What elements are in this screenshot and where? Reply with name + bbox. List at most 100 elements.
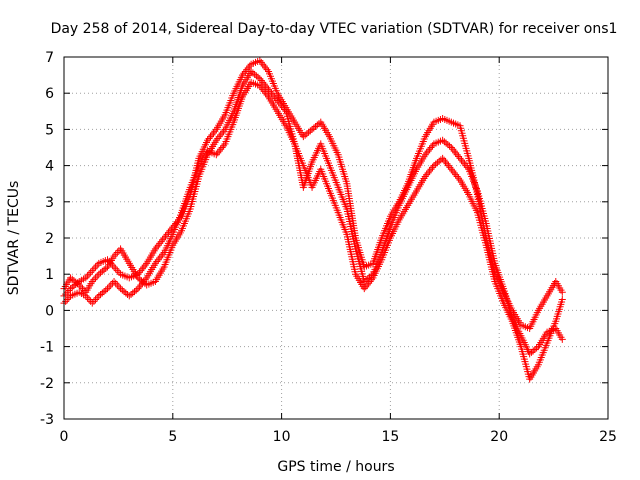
- data-point-fill: [159, 236, 167, 244]
- data-point-fill: [118, 286, 126, 294]
- y-tick-label: 1: [45, 267, 54, 283]
- data-point: [526, 350, 534, 358]
- data-point-fill: [440, 156, 448, 164]
- data-point-fill: [90, 265, 98, 273]
- data-point-fill: [449, 145, 457, 153]
- series-3: [60, 78, 566, 383]
- data-point-fill: [368, 276, 376, 284]
- data-point-fill: [83, 294, 91, 302]
- data-point-fill: [63, 296, 71, 304]
- data-point-fill: [365, 279, 373, 287]
- y-axis-label: SDTVAR / TECUs: [6, 181, 22, 296]
- data-point-fill: [446, 163, 454, 171]
- data-point-fill: [259, 60, 267, 68]
- data-point-fill: [450, 147, 458, 155]
- data-point: [82, 292, 90, 300]
- data-point-fill: [446, 142, 454, 150]
- data-point-fill: [205, 134, 213, 142]
- data-point-fill: [92, 263, 100, 271]
- data-point: [421, 172, 429, 180]
- data-point: [212, 151, 220, 159]
- data-point-fill: [93, 294, 101, 302]
- data-point-fill: [122, 289, 130, 297]
- y-tick-label: 7: [45, 50, 54, 66]
- data-point-fill: [157, 238, 165, 246]
- data-point: [238, 71, 246, 79]
- data-point-fill: [207, 133, 215, 141]
- data-point-fill: [214, 149, 222, 157]
- data-point-fill: [533, 344, 541, 352]
- data-point-fill: [97, 290, 105, 298]
- data-point-fill: [102, 264, 110, 272]
- data-point: [88, 299, 96, 307]
- data-point-fill: [453, 172, 461, 180]
- data-point: [256, 82, 264, 90]
- data-point-fill: [260, 62, 268, 70]
- data-point: [110, 263, 118, 271]
- data-point-fill: [105, 283, 113, 291]
- data-point: [117, 285, 125, 293]
- data-point-fill: [278, 102, 286, 110]
- data-point-fill: [159, 250, 167, 258]
- data-point: [110, 277, 118, 285]
- data-point-fill: [246, 62, 254, 70]
- data-point-fill: [113, 267, 121, 275]
- data-point-fill: [214, 134, 222, 142]
- data-point-fill: [87, 268, 95, 276]
- data-point-fill: [443, 160, 451, 168]
- data-point-fill: [432, 160, 440, 168]
- data-point-fill: [137, 281, 145, 289]
- data-point-fill: [251, 70, 259, 78]
- data-point-fill: [263, 66, 271, 74]
- data-point-fill: [428, 163, 436, 171]
- data-point-fill: [263, 91, 271, 99]
- data-point: [256, 75, 264, 83]
- data-point-fill: [100, 288, 108, 296]
- data-point: [256, 57, 264, 65]
- data-point-fill: [83, 272, 91, 280]
- data-point-fill: [157, 252, 165, 260]
- data-point: [151, 245, 159, 253]
- data-point-fill: [362, 283, 370, 291]
- data-point-fill: [455, 153, 463, 161]
- data-point-fill: [113, 281, 121, 289]
- data-point-fill: [423, 171, 431, 179]
- data-point: [151, 259, 159, 267]
- data-point: [95, 292, 103, 300]
- data-point-fill: [85, 296, 93, 304]
- data-point: [95, 270, 103, 278]
- data-point-fill: [131, 288, 139, 296]
- y-tick-label: 4: [45, 159, 54, 175]
- y-tick-label: 2: [45, 231, 54, 247]
- x-tick-label: 0: [60, 429, 69, 445]
- data-point-fill: [112, 279, 120, 287]
- data-point-fill: [218, 144, 226, 151]
- data-point: [82, 274, 90, 282]
- data-point-fill: [98, 289, 106, 297]
- data-point-fill: [220, 142, 228, 150]
- data-point: [430, 162, 438, 170]
- data-point-fill: [435, 157, 443, 165]
- data-point: [421, 151, 429, 159]
- data-point: [160, 234, 168, 242]
- ticks-layer: 0 5 10 15 20 25 -3 -2 -1 0 1 2 3 4 5 6 7: [40, 50, 617, 445]
- data-point-fill: [444, 162, 452, 170]
- y-tick-label: -1: [40, 340, 54, 356]
- data-point-fill: [115, 268, 123, 276]
- data-point-fill: [249, 69, 257, 77]
- data-point-fill: [281, 105, 289, 113]
- data-point-fill: [153, 258, 161, 266]
- data-point: [134, 274, 142, 282]
- data-point-fill: [453, 151, 461, 159]
- data-point-fill: [449, 167, 457, 175]
- data-point-fill: [450, 169, 458, 177]
- data-point-fill: [85, 270, 93, 278]
- data-point-fill: [62, 297, 70, 305]
- data-point-fill: [92, 296, 100, 304]
- data-point-fill: [209, 129, 217, 137]
- data-point-fill: [315, 120, 323, 128]
- data-point-fill: [460, 160, 468, 168]
- data-point: [88, 267, 96, 275]
- data-point-fill: [257, 58, 265, 66]
